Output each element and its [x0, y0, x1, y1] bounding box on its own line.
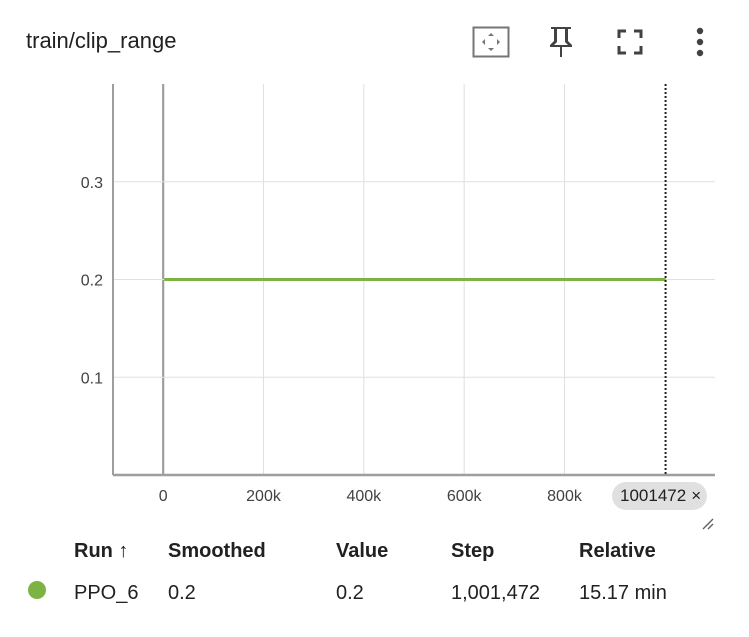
y-tick-label: 0.1 [81, 370, 103, 387]
fullscreen-icon [617, 29, 643, 55]
more-vert-icon [696, 27, 704, 57]
resize-handle-icon[interactable] [700, 516, 714, 530]
fullscreen-button[interactable] [610, 22, 650, 62]
step-chip: 1001472 × [612, 482, 708, 510]
x-tick-label: 600k [447, 488, 483, 505]
step-chip-label: 1001472 [620, 486, 687, 505]
color-column-header [28, 530, 74, 572]
line-chart[interactable]: 0 200k 400k 600k 800k 0.1 0.2 0.3 [0, 80, 749, 530]
runs-table-header: Run ↑ Smoothed Value Step Relative [28, 530, 689, 572]
smoothed-value: 0.2 [168, 581, 196, 604]
pin-button[interactable] [541, 22, 581, 62]
fit-domain-button[interactable] [471, 22, 511, 62]
smoothed-column-header[interactable]: Smoothed [168, 539, 266, 562]
step-value: 1,001,472 [451, 581, 540, 604]
runs-table: Run ↑ Smoothed Value Step Relative PPO_6… [28, 530, 689, 614]
table-row[interactable]: PPO_6 0.2 0.2 1,001,472 15.17 min [28, 572, 689, 614]
x-tick-label: 0 [159, 488, 168, 505]
relative-column-header[interactable]: Relative [579, 539, 656, 562]
x-tick-label: 400k [346, 488, 382, 505]
pin-icon [550, 27, 572, 57]
card-title: train/clip_range [26, 28, 177, 53]
close-icon[interactable]: × [691, 486, 702, 505]
x-tick-label: 800k [547, 488, 583, 505]
relative-time: 15.17 min [579, 581, 667, 604]
run-color-cell [28, 572, 74, 614]
y-tick-label: 0.2 [81, 273, 103, 290]
y-tick-label: 0.3 [81, 175, 103, 192]
fit-domain-icon [472, 26, 510, 58]
run-color-dot [28, 581, 46, 599]
run-name: PPO_6 [74, 581, 139, 604]
x-tick-label: 200k [246, 488, 282, 505]
value-column-header[interactable]: Value [336, 539, 389, 562]
raw-value: 0.2 [336, 581, 364, 604]
run-column-header[interactable]: Run ↑ [74, 539, 129, 562]
more-menu-button[interactable] [680, 22, 720, 62]
step-column-header[interactable]: Step [451, 539, 495, 562]
